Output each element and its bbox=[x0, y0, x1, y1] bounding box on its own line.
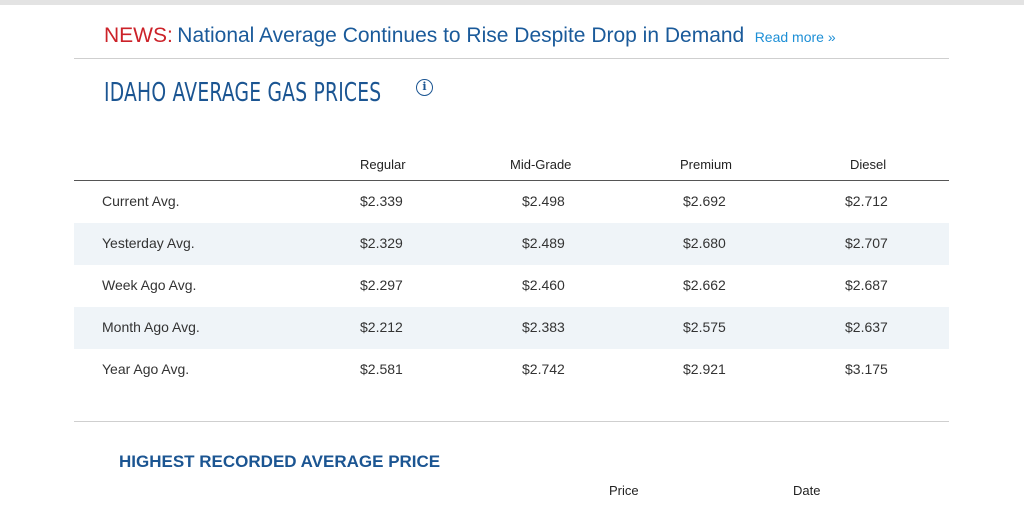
regular-price: $2.581 bbox=[360, 361, 403, 377]
regular-price: $2.297 bbox=[360, 277, 403, 293]
table-header: Regular Mid-Grade Premium Diesel bbox=[74, 148, 949, 181]
row-label: Month Ago Avg. bbox=[102, 319, 200, 335]
column-header-date: Date bbox=[793, 483, 821, 498]
premium-price: $2.575 bbox=[683, 319, 726, 335]
column-header-diesel: Diesel bbox=[850, 157, 887, 172]
read-more-link[interactable]: Read more » bbox=[754, 29, 836, 45]
diesel-price: $2.707 bbox=[845, 235, 888, 251]
column-header-regular: Regular bbox=[360, 157, 406, 172]
row-label: Current Avg. bbox=[102, 193, 180, 209]
mid-grade-price: $2.460 bbox=[522, 277, 565, 293]
highest-price-title: HIGHEST RECORDED AVERAGE PRICE bbox=[119, 452, 441, 471]
page-title: IDAHO AVERAGE GAS PRICES bbox=[104, 78, 382, 108]
title-wrap: IDAHO AVERAGE GAS PRICES i bbox=[104, 78, 489, 108]
diesel-price: $2.687 bbox=[845, 277, 888, 293]
diesel-price: $2.712 bbox=[845, 193, 888, 209]
top-strip bbox=[0, 0, 1024, 5]
table-row: Week Ago Avg. $2.297 $2.460 $2.662 $2.68… bbox=[74, 265, 949, 307]
regular-price: $2.329 bbox=[360, 235, 403, 251]
info-icon[interactable]: i bbox=[416, 79, 433, 96]
diesel-price: $3.175 bbox=[845, 361, 888, 377]
divider bbox=[74, 421, 949, 422]
table-row: Month Ago Avg. $2.212 $2.383 $2.575 $2.6… bbox=[74, 307, 949, 349]
news-banner: NEWS: National Average Continues to Rise… bbox=[104, 24, 836, 48]
column-header-mid-grade: Mid-Grade bbox=[510, 157, 572, 172]
column-header-price: Price bbox=[609, 483, 639, 498]
gas-price-table: Regular Mid-Grade Premium Diesel Current… bbox=[74, 148, 949, 391]
regular-price: $2.339 bbox=[360, 193, 403, 209]
regular-price: $2.212 bbox=[360, 319, 403, 335]
mid-grade-price: $2.742 bbox=[522, 361, 565, 377]
table-row: Yesterday Avg. $2.329 $2.489 $2.680 $2.7… bbox=[74, 223, 949, 265]
mid-grade-price: $2.489 bbox=[522, 235, 565, 251]
news-headline-link[interactable]: National Average Continues to Rise Despi… bbox=[177, 24, 745, 47]
divider bbox=[74, 58, 949, 59]
premium-price: $2.692 bbox=[683, 193, 726, 209]
premium-price: $2.680 bbox=[683, 235, 726, 251]
row-label: Week Ago Avg. bbox=[102, 277, 197, 293]
premium-price: $2.921 bbox=[683, 361, 726, 377]
premium-price: $2.662 bbox=[683, 277, 726, 293]
column-header-premium: Premium bbox=[680, 157, 733, 172]
row-label: Year Ago Avg. bbox=[102, 361, 190, 377]
news-label: NEWS: bbox=[104, 24, 173, 47]
table-row: Current Avg. $2.339 $2.498 $2.692 $2.712 bbox=[74, 181, 949, 223]
mid-grade-price: $2.498 bbox=[522, 193, 565, 209]
diesel-price: $2.637 bbox=[845, 319, 888, 335]
table-row: Year Ago Avg. $2.581 $2.742 $2.921 $3.17… bbox=[74, 349, 949, 391]
row-label: Yesterday Avg. bbox=[102, 235, 195, 251]
mid-grade-price: $2.383 bbox=[522, 319, 565, 335]
